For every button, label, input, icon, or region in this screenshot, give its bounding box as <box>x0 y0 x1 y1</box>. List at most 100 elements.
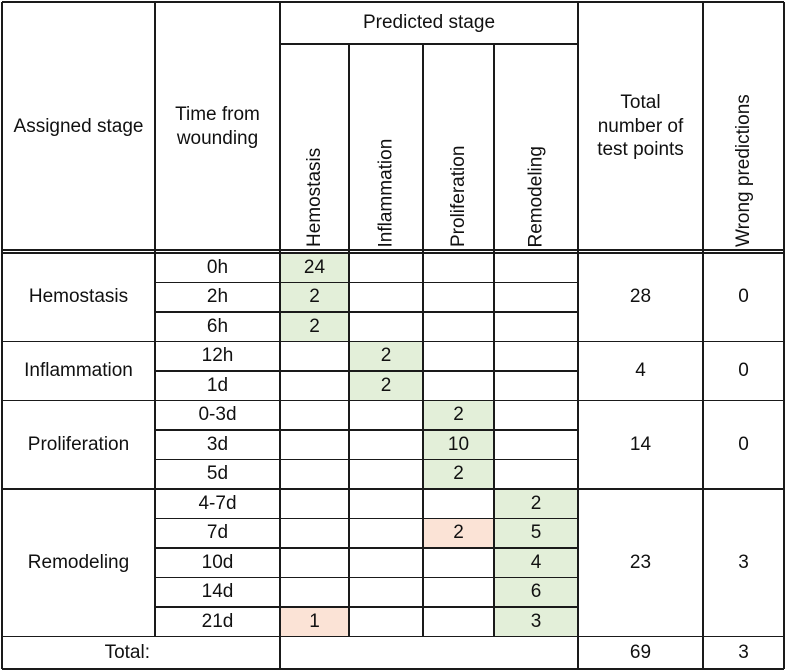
prediction-cell <box>349 312 423 342</box>
prediction-cell <box>349 489 423 519</box>
grid-line-h <box>2 488 784 490</box>
grid-line-h <box>2 635 784 638</box>
prediction-cell <box>423 489 494 519</box>
grid-line-h <box>2 340 784 343</box>
prediction-cell <box>494 401 578 431</box>
group-total: 23 <box>629 551 652 573</box>
prediction-cell: 3 <box>494 607 578 637</box>
grid-line-v <box>279 2 281 669</box>
header-time-from-wounding: Time from wounding <box>175 103 260 149</box>
prediction-cell <box>423 548 494 578</box>
prediction-cell: 2 <box>423 400 494 430</box>
time-cell: 1d <box>206 374 229 396</box>
time-cell: 7d <box>206 522 229 544</box>
grid-line-h <box>155 547 578 549</box>
prediction-cell <box>494 342 578 372</box>
grid-line-v <box>154 2 156 637</box>
prediction-cell <box>423 253 494 283</box>
prediction-cell <box>280 430 349 460</box>
time-cell: 4-7d <box>198 492 237 514</box>
prediction-cell <box>349 548 423 578</box>
group-total: 28 <box>629 286 652 308</box>
assigned-stage-label: Hemostasis <box>28 286 129 308</box>
time-cell: 0-3d <box>198 404 237 426</box>
prediction-cell: 2 <box>349 341 423 371</box>
prediction-cell <box>280 578 349 608</box>
time-cell: 6h <box>206 315 229 337</box>
time-cell: 0h <box>206 256 229 278</box>
prediction-cell <box>280 342 349 372</box>
prediction-cell: 2 <box>423 518 494 548</box>
prediction-cell <box>349 607 423 637</box>
prediction-cell: 6 <box>494 577 578 607</box>
prediction-cell <box>349 578 423 608</box>
prediction-cell <box>349 283 423 313</box>
prediction-cell <box>494 253 578 283</box>
grid-line-v <box>348 44 350 637</box>
group-total: 4 <box>635 360 646 382</box>
grid-line-h <box>155 311 578 313</box>
grid-line-h <box>2 1 784 3</box>
prediction-cell <box>494 460 578 490</box>
prediction-cell <box>280 489 349 519</box>
grid-line-h <box>155 517 578 520</box>
prediction-cell <box>423 578 494 608</box>
time-cell: 21d <box>201 610 234 632</box>
prediction-cell <box>423 371 494 401</box>
grid-line-h <box>155 458 578 461</box>
footer-total-label: Total: <box>104 641 150 663</box>
time-cell: 5d <box>206 463 229 485</box>
prediction-cell: 4 <box>494 548 578 578</box>
group-wrong: 0 <box>738 433 749 455</box>
prediction-cell <box>280 460 349 490</box>
prediction-cell <box>494 430 578 460</box>
header-predicted-proliferation: Proliferation <box>447 145 469 247</box>
prediction-cell <box>349 460 423 490</box>
group-total: 14 <box>629 433 652 455</box>
header-assigned-stage: Assigned stage <box>13 115 144 137</box>
grid-line-h <box>2 252 784 254</box>
grid-line-h <box>155 429 578 431</box>
grid-line-h <box>2 248 784 252</box>
grid-line-h <box>155 606 578 608</box>
prediction-cell <box>423 312 494 342</box>
grid-line-h <box>280 43 578 45</box>
prediction-cell <box>423 342 494 372</box>
time-cell: 12h <box>201 345 234 367</box>
grid-line-h <box>155 576 578 579</box>
prediction-cell <box>349 401 423 431</box>
prediction-cell: 2 <box>280 282 349 312</box>
assigned-stage-label: Inflammation <box>24 360 133 382</box>
prediction-cell: 10 <box>423 430 494 460</box>
grid-line-h <box>155 370 578 372</box>
assigned-stage-label: Proliferation <box>27 433 130 455</box>
prediction-cell: 2 <box>280 312 349 342</box>
prediction-cell <box>349 430 423 460</box>
footer-total-count: 69 <box>629 641 652 663</box>
footer-wrong-count: 3 <box>738 641 749 663</box>
grid-line-h <box>2 399 784 402</box>
grid-line-v <box>1 2 3 669</box>
prediction-cell <box>494 371 578 401</box>
grid-line-h <box>155 281 578 284</box>
prediction-cell <box>494 312 578 342</box>
grid-line-v <box>702 2 704 669</box>
group-wrong: 0 <box>738 286 749 308</box>
prediction-cell <box>423 283 494 313</box>
prediction-cell <box>280 519 349 549</box>
prediction-cell <box>280 371 349 401</box>
prediction-cell <box>280 548 349 578</box>
prediction-cell: 24 <box>280 253 349 283</box>
time-cell: 2h <box>206 286 229 308</box>
prediction-cell: 2 <box>494 489 578 519</box>
time-cell: 14d <box>201 581 234 603</box>
prediction-cell <box>494 283 578 313</box>
group-wrong: 0 <box>738 360 749 382</box>
prediction-cell: 2 <box>349 371 423 401</box>
prediction-cell <box>280 401 349 431</box>
grid-line-v <box>577 2 579 669</box>
header-total-test-points: Total number of test points <box>597 91 684 161</box>
time-cell: 10d <box>201 551 234 573</box>
prediction-cell <box>349 253 423 283</box>
